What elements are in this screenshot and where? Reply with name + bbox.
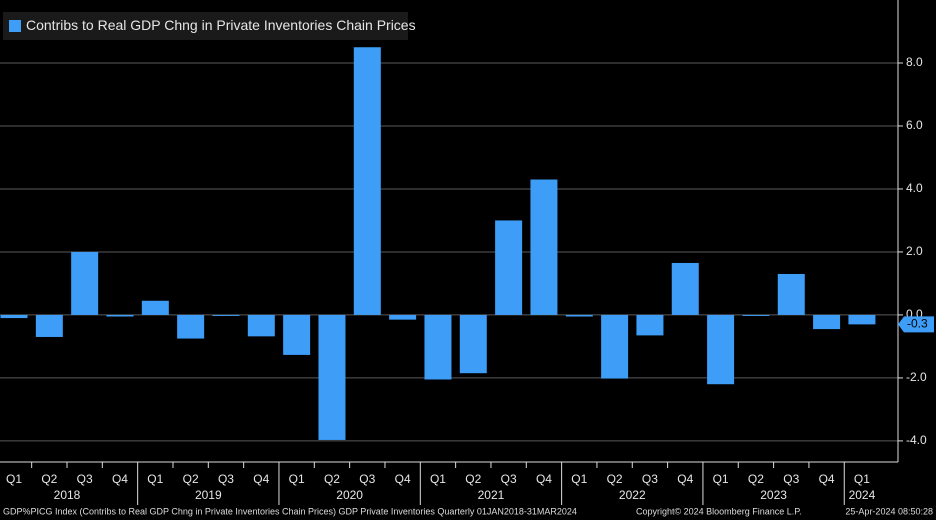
x-year-label: 2021 bbox=[478, 488, 505, 502]
footer-source: GDP%PICG Index (Contribs to Real GDP Chn… bbox=[3, 506, 577, 516]
footer-timestamp: 25-Apr-2024 08:50:28 bbox=[845, 506, 933, 516]
bar bbox=[35, 314, 63, 337]
x-tick-label: Q3 bbox=[783, 472, 799, 486]
bar bbox=[742, 314, 770, 316]
x-tick-label: Q4 bbox=[819, 472, 835, 486]
bar bbox=[0, 314, 28, 319]
x-tick-label: Q2 bbox=[324, 472, 340, 486]
bar bbox=[707, 314, 735, 385]
bar bbox=[71, 251, 99, 315]
x-year-label: 2018 bbox=[54, 488, 81, 502]
x-tick-label: Q2 bbox=[183, 472, 199, 486]
x-tick-label: Q2 bbox=[41, 472, 57, 486]
bar bbox=[212, 314, 240, 316]
legend-label: Contribs to Real GDP Chng in Private Inv… bbox=[26, 17, 416, 33]
bar bbox=[247, 314, 275, 337]
x-tick-label: Q1 bbox=[713, 472, 729, 486]
bar bbox=[565, 314, 593, 317]
bar bbox=[353, 47, 381, 315]
bar bbox=[389, 314, 417, 320]
y-tick-label: 8.0 bbox=[906, 55, 923, 69]
x-tick-label: Q4 bbox=[112, 472, 128, 486]
x-tick-label: Q1 bbox=[854, 472, 870, 486]
x-tick-label: Q3 bbox=[218, 472, 234, 486]
bar bbox=[530, 179, 558, 315]
last-value-label: -0.3 bbox=[907, 317, 928, 331]
footer-copyright: Copyright© 2024 Bloomberg Finance L.P. bbox=[636, 506, 802, 516]
x-year-label: 2024 bbox=[849, 488, 876, 502]
bar bbox=[177, 314, 205, 339]
x-tick-label: Q1 bbox=[147, 472, 163, 486]
bar bbox=[141, 300, 169, 315]
x-year-label: 2019 bbox=[195, 488, 222, 502]
bar bbox=[636, 314, 664, 336]
x-tick-label: Q1 bbox=[289, 472, 305, 486]
last-value-marker bbox=[898, 316, 934, 333]
x-tick-label: Q1 bbox=[571, 472, 587, 486]
bar bbox=[813, 314, 841, 330]
x-tick-label: Q1 bbox=[6, 472, 22, 486]
legend-swatch bbox=[9, 20, 21, 32]
bar bbox=[495, 220, 523, 315]
bar bbox=[671, 262, 699, 315]
x-tick-label: Q3 bbox=[642, 472, 658, 486]
x-tick-label: Q2 bbox=[607, 472, 623, 486]
bar bbox=[318, 314, 346, 440]
x-year-label: 2020 bbox=[336, 488, 363, 502]
x-tick-label: Q4 bbox=[677, 472, 693, 486]
bar bbox=[601, 314, 629, 379]
x-tick-label: Q2 bbox=[465, 472, 481, 486]
x-tick-label: Q4 bbox=[536, 472, 552, 486]
bar bbox=[424, 314, 452, 380]
legend-box bbox=[3, 12, 408, 40]
y-tick-label: -4.0 bbox=[906, 433, 927, 447]
bar bbox=[848, 314, 876, 325]
y-tick-label: 6.0 bbox=[906, 118, 923, 132]
x-year-label: 2022 bbox=[619, 488, 646, 502]
bar bbox=[283, 314, 311, 355]
y-tick-label: -2.0 bbox=[906, 370, 927, 384]
x-tick-label: Q2 bbox=[748, 472, 764, 486]
bar bbox=[106, 314, 134, 317]
x-tick-label: Q1 bbox=[430, 472, 446, 486]
x-tick-label: Q4 bbox=[395, 472, 411, 486]
x-tick-label: Q4 bbox=[253, 472, 269, 486]
x-year-label: 2023 bbox=[760, 488, 787, 502]
bar bbox=[459, 314, 487, 374]
x-tick-label: Q3 bbox=[359, 472, 375, 486]
x-tick-label: Q3 bbox=[501, 472, 517, 486]
y-tick-label: 2.0 bbox=[906, 244, 923, 258]
y-tick-label: 4.0 bbox=[906, 181, 923, 195]
x-tick-label: Q3 bbox=[77, 472, 93, 486]
bar bbox=[777, 273, 805, 315]
